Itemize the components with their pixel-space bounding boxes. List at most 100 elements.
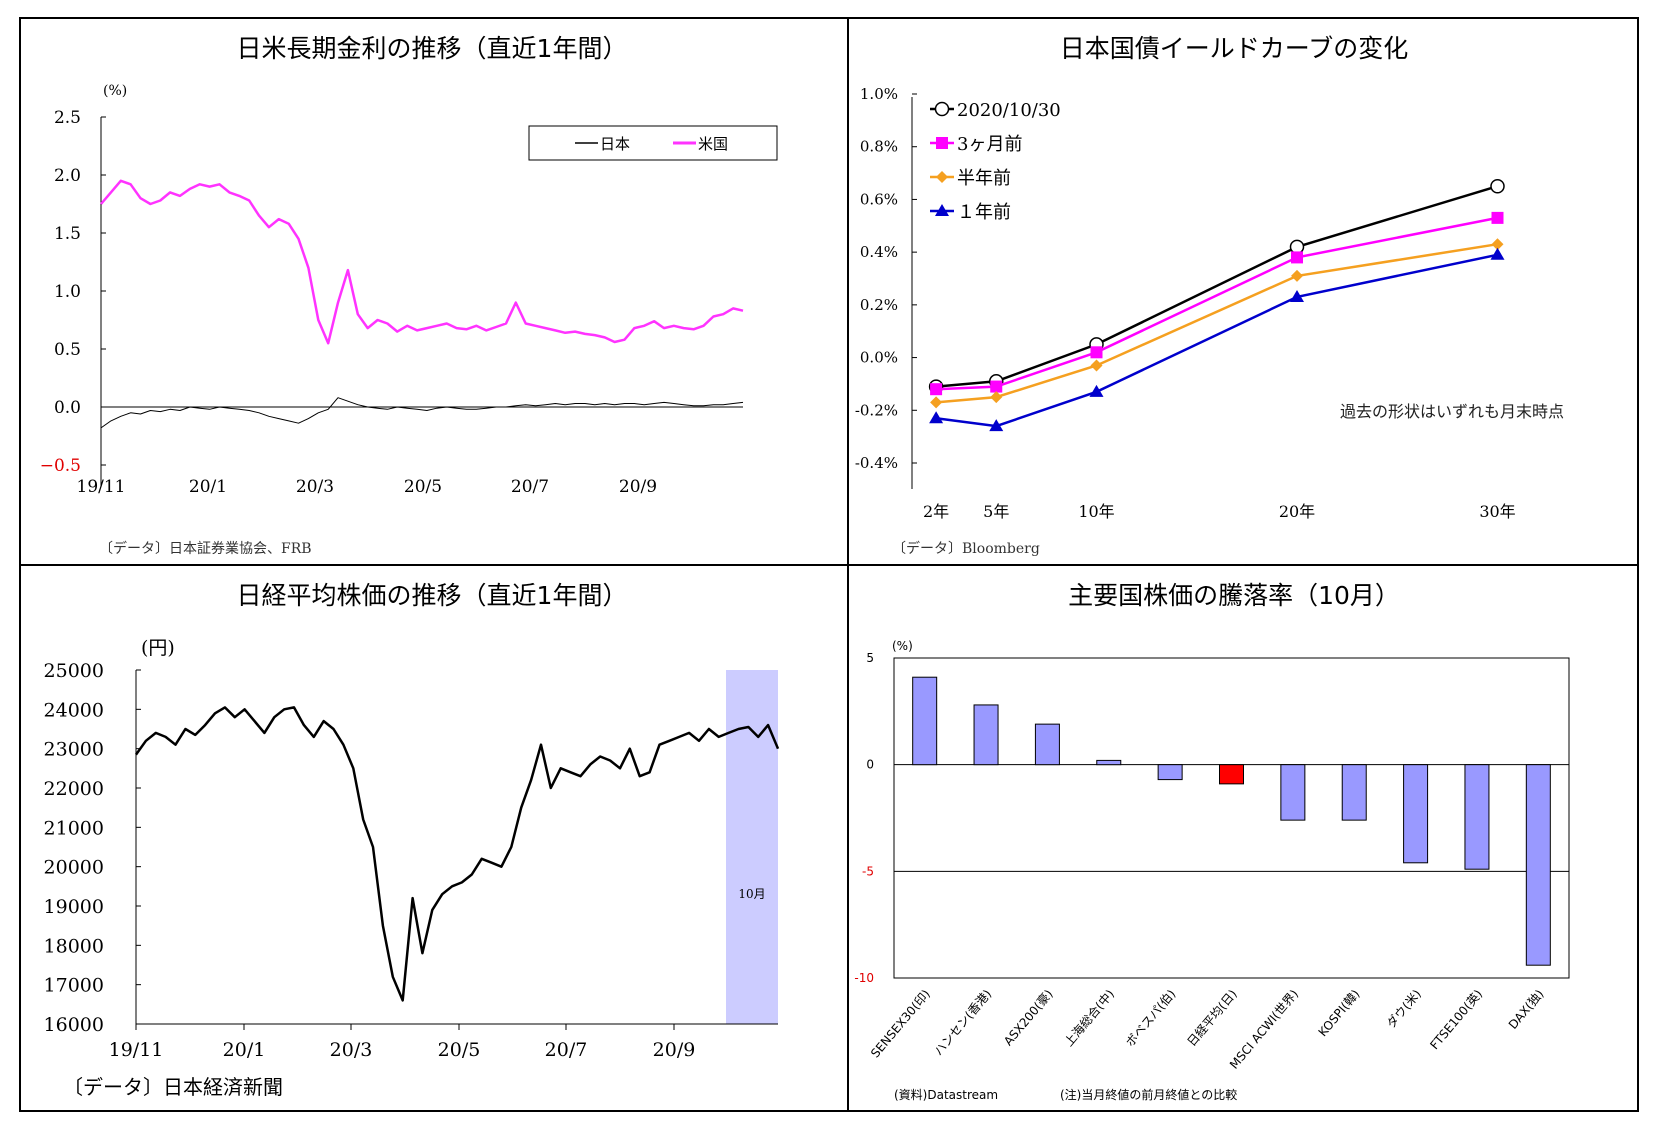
x-tick-label: 20/3	[296, 477, 334, 497]
y-tick-label: -10	[854, 971, 874, 985]
category-label: 日経平均(日)	[1184, 987, 1239, 1049]
plot-area	[100, 179, 744, 429]
y-tick-label: 5	[866, 651, 874, 665]
data-point	[989, 419, 1004, 432]
category-label: DAX(独)	[1506, 987, 1547, 1032]
y-tick-label: 2.0	[54, 166, 81, 186]
legend-box	[528, 125, 778, 161]
series-line	[935, 253, 1498, 428]
y-tick-label: 0.2%	[860, 296, 898, 314]
x-tick-label: 20/9	[653, 1039, 696, 1061]
data-source: 〔データ〕Bloomberg	[892, 540, 1040, 557]
chart-nikkei: 日経平均株価の推移（直近1年間） (円) 10月 25000 24000 23000…	[44, 581, 780, 1099]
x-tick-label: 5年	[983, 502, 1009, 521]
data-point	[930, 396, 943, 409]
legend-label: 半年前	[957, 168, 1011, 189]
y-tick-label: 0	[866, 758, 874, 772]
x-tick-label: 20/5	[438, 1039, 481, 1061]
data-point	[1490, 247, 1505, 260]
chart-title: 日本国債イールドカーブの変化	[1060, 34, 1409, 63]
series-line-us	[100, 179, 744, 345]
category-label: ASX200(豪)	[1000, 986, 1055, 1048]
october-highlight	[726, 670, 778, 1024]
y-tick-label: 0.0%	[860, 349, 898, 367]
highlight-label: 10月	[738, 887, 765, 901]
y-tick-label: 0.8%	[860, 138, 898, 156]
data-point	[990, 380, 1003, 393]
y-tick-label: -0.4%	[855, 454, 898, 472]
bar	[1464, 764, 1490, 870]
category-label: MSCI ACWI(世界)	[1227, 987, 1301, 1072]
data-point	[1491, 238, 1504, 251]
x-tick-label: 20/3	[330, 1039, 373, 1061]
y-axis-unit: (%)	[892, 639, 913, 653]
bar	[1157, 764, 1183, 781]
y-tick-label: 17000	[44, 975, 104, 997]
x-tick-labels: 2年 5年 10年 20年 30年	[923, 502, 1516, 521]
chart-grid-frame	[19, 17, 1639, 1112]
annotation: 過去の形状はいずれも月末時点	[1340, 402, 1564, 421]
legend-label: 2020/10/30	[957, 100, 1061, 121]
data-point	[1291, 269, 1303, 282]
data-point	[929, 411, 944, 424]
y-tick-label: -0.2%	[855, 401, 898, 419]
x-tick-labels: 19/11 20/1 20/3 20/5 20/7 20/9	[77, 477, 658, 497]
chart-title: 日経平均株価の推移（直近1年間）	[237, 581, 628, 610]
category-label: SENSEX30(印)	[868, 987, 933, 1061]
y-tick-label: 1.0	[54, 282, 81, 302]
footnote: (注)当月終値の前月終値との比較	[1060, 1087, 1237, 1102]
y-tick-label: 1.5	[54, 224, 81, 244]
x-tick-label: 30年	[1479, 502, 1515, 521]
chart-rates: 日米長期金利の推移（直近1年間） (%) 2.5 2.0 1.5 1.0 0.5 0.0 −…	[40, 34, 778, 557]
x-tick-label: 19/11	[109, 1039, 164, 1061]
bar	[973, 704, 999, 766]
plot-frame	[893, 657, 1570, 979]
bar	[1525, 764, 1551, 966]
y-tick-label: 23000	[44, 739, 104, 761]
x-tick-label: 10年	[1078, 502, 1114, 521]
y-tick-label: 20000	[44, 857, 104, 879]
data-point	[1290, 289, 1304, 302]
y-tick-label: 1.0%	[860, 85, 898, 103]
y-tick-label: 0.0	[54, 398, 81, 418]
data-source: 〔データ〕日本証券業協会、FRB	[99, 540, 312, 557]
x-tick-label: 19/11	[77, 477, 126, 497]
series-line	[935, 185, 1498, 388]
x-tick-label: 20/7	[545, 1039, 588, 1061]
plot-area	[928, 179, 1505, 432]
y-tick-label: 0.4%	[860, 243, 898, 261]
bar	[1096, 759, 1122, 766]
horizontal-divider	[21, 564, 1637, 566]
legend-marker	[936, 137, 948, 149]
data-point	[1490, 179, 1505, 194]
category-label: 上海総合(中)	[1061, 986, 1117, 1049]
legend-marker	[935, 204, 949, 216]
data-source: 〔データ〕日本経済新聞	[63, 1075, 283, 1099]
x-tick-label: 20年	[1279, 502, 1315, 521]
y-tick-label: 0.5	[54, 340, 81, 360]
legend-label: 日本	[600, 135, 630, 153]
x-tick-label: 20/1	[189, 477, 227, 497]
bar	[1280, 764, 1306, 821]
y-tick-label: 16000	[44, 1014, 104, 1036]
y-tick-label: 18000	[44, 935, 104, 957]
bar	[1403, 764, 1429, 864]
legend-label: 3ヶ月前	[957, 134, 1022, 155]
category-label: ダウ(米)	[1383, 986, 1424, 1030]
y-tick-label: -5	[862, 864, 874, 878]
bar	[1034, 723, 1060, 766]
y-tick-label: 0.6%	[860, 190, 898, 208]
chart-title: 主要国株価の騰落率（10月）	[1068, 581, 1400, 610]
data-point	[1090, 359, 1103, 372]
category-label: ハンセン(香港)	[931, 987, 994, 1058]
y-axis-unit: (円)	[141, 637, 175, 659]
legend-marker	[936, 171, 948, 183]
data-point	[1491, 211, 1504, 224]
data-point	[1089, 384, 1104, 397]
y-tick-label: 25000	[44, 660, 104, 682]
y-tick-label: 21000	[44, 817, 104, 839]
legend-label: １年前	[957, 202, 1011, 223]
y-tick-labels: 1.0% 0.8% 0.6% 0.4% 0.2% 0.0% -0.2% -0.4%	[855, 85, 917, 472]
x-tick-labels: 19/11 20/1 20/3 20/5 20/7 20/9	[109, 1024, 696, 1061]
